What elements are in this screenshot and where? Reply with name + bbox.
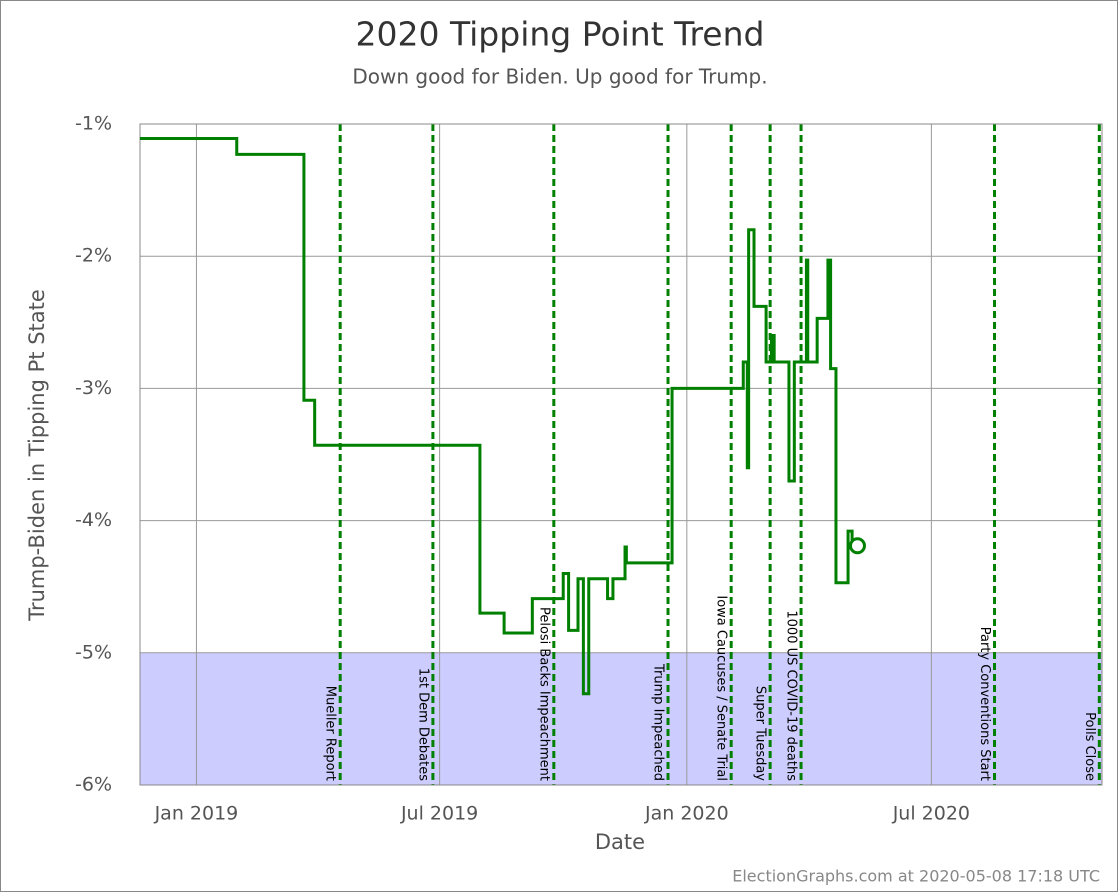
y-tick-label: -3% bbox=[75, 377, 112, 399]
event-label: 1st Dem Debates bbox=[415, 668, 430, 781]
footer: ElectionGraphs.com at 2020-05-08 17:18 U… bbox=[732, 867, 1100, 886]
event-label: Trump Impeached bbox=[651, 663, 666, 781]
event-label: Pelosi Backs Impeachment bbox=[536, 607, 551, 781]
last-point bbox=[848, 537, 866, 555]
event-label: Iowa Caucuses / Senate Trial bbox=[714, 595, 729, 781]
shaded-region bbox=[140, 652, 1102, 785]
event-label: Super Tuesday bbox=[753, 686, 768, 781]
x-tick-label: Jul 2019 bbox=[400, 803, 478, 825]
x-tick-label: Jul 2020 bbox=[892, 803, 970, 825]
event-label: Party Conventions Start bbox=[977, 627, 992, 781]
y-axis-label: Trump-Biden in Tipping Pt State bbox=[25, 289, 49, 622]
chart-title: 2020 Tipping Point Trend bbox=[356, 15, 765, 54]
y-tick-label: -4% bbox=[75, 509, 112, 531]
y-tick-label: -6% bbox=[75, 774, 112, 796]
y-tick-label: -5% bbox=[75, 641, 112, 663]
chart-subtitle: Down good for Biden. Up good for Trump. bbox=[352, 65, 767, 89]
x-tick-label: Jan 2019 bbox=[154, 803, 239, 825]
event-label: Mueller Report bbox=[323, 686, 338, 781]
data-line bbox=[140, 137, 859, 696]
plot-border bbox=[139, 123, 1103, 786]
y-tick-label: -1% bbox=[75, 113, 112, 135]
x-axis-label: Date bbox=[595, 830, 645, 854]
event-label: Polls Close bbox=[1082, 712, 1097, 781]
event-label: 1000 US COVID-19 deaths bbox=[784, 610, 799, 781]
y-tick-label: -2% bbox=[75, 245, 112, 267]
x-tick-label: Jan 2020 bbox=[644, 803, 729, 825]
